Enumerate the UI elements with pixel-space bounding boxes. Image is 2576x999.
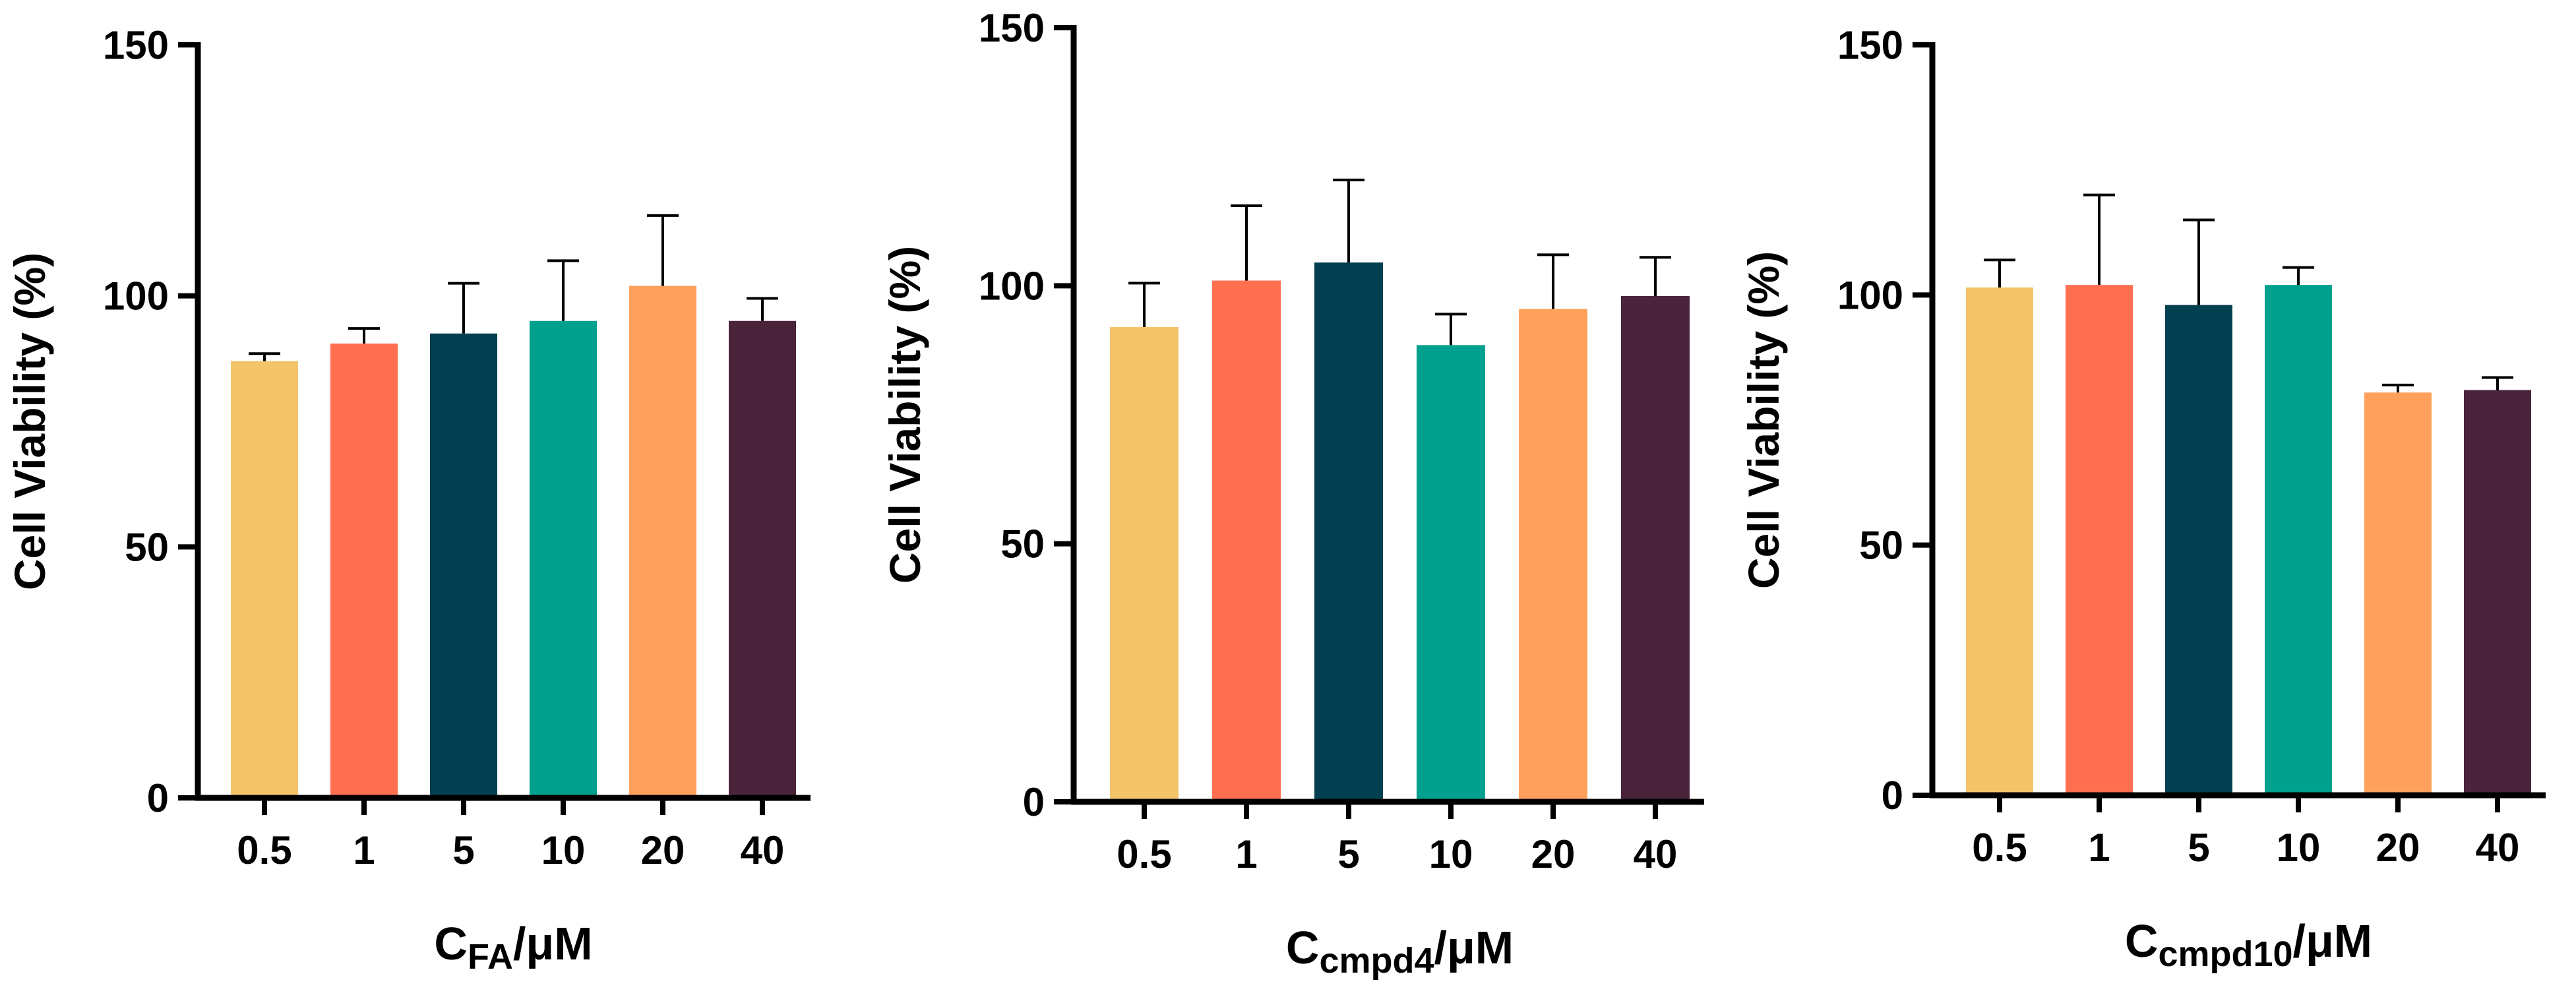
- bar: [430, 333, 497, 798]
- x-axis-title-unit: /μM: [513, 918, 593, 969]
- y-tick-label: 100: [103, 274, 169, 318]
- x-tick-label: 20: [641, 828, 685, 872]
- bar: [1212, 280, 1281, 802]
- bar: [629, 286, 696, 798]
- x-tick-label: 20: [1531, 832, 1576, 876]
- y-tick-label: 100: [1837, 273, 1903, 317]
- x-axis-title: Ccmpd4/μM: [1286, 922, 1514, 981]
- bar: [1314, 262, 1383, 802]
- bar: [2165, 305, 2232, 795]
- y-axis-title: Cell Viability (%): [5, 253, 54, 590]
- y-tick-label: 0: [1882, 773, 1903, 818]
- x-axis-title-main: C: [2125, 915, 2159, 967]
- x-axis-title-subscript: FA: [468, 937, 513, 977]
- x-axis-title-unit: /μM: [2293, 915, 2373, 967]
- x-tick-label: 20: [2376, 826, 2420, 870]
- x-axis-title-subscript: cmpd4: [1319, 941, 1434, 981]
- bar: [231, 361, 298, 798]
- y-tick-label: 50: [125, 525, 169, 569]
- x-tick-label: 10: [1429, 832, 1473, 876]
- bar: [1110, 326, 1179, 802]
- x-axis-title-main: C: [434, 918, 468, 969]
- bar: [1519, 309, 1587, 802]
- y-tick-label: 0: [1023, 780, 1045, 824]
- x-axis-title: Ccmpd10/μM: [2125, 915, 2372, 974]
- y-axis-title: Cell Viability (%): [880, 246, 929, 584]
- x-tick-label: 40: [1634, 832, 1678, 876]
- y-tick-label: 50: [1000, 522, 1045, 566]
- chart-panel-2: 0.5 1 5 10 20 40 0 50 100 150 Cell Viability (%) Cc…: [880, 6, 1704, 981]
- y-tick-label: 150: [1837, 23, 1903, 67]
- x-tick-label: 0.5: [1972, 826, 2027, 870]
- x-tick-label: 10: [541, 828, 586, 872]
- x-tick-label: 10: [2277, 826, 2321, 870]
- x-axis-title-unit: /μM: [1434, 922, 1514, 973]
- y-tick-label: 100: [979, 264, 1045, 308]
- x-tick-label: 5: [452, 828, 474, 872]
- x-tick-label: 1: [2088, 826, 2110, 870]
- bar: [2265, 285, 2332, 795]
- y-tick-label: 150: [103, 23, 169, 67]
- chart-panel-1: 0.5 1 5 10 20 40 0 50 100 150 Cell Viability (%) CF…: [5, 23, 811, 977]
- y-axis-title: Cell Viability (%): [1739, 251, 1788, 589]
- bar: [2364, 392, 2432, 795]
- x-tick-label: 0.5: [1117, 832, 1171, 876]
- x-tick-label: 0.5: [237, 828, 291, 872]
- y-tick-label: 0: [147, 776, 169, 820]
- bar: [1417, 345, 1485, 802]
- x-tick-label: 5: [1337, 832, 1359, 876]
- chart-panel-3: 0.5 1 5 10 20 40 0 50 100 150 Cell Viability (%) Cc…: [1739, 23, 2546, 974]
- bar: [330, 343, 398, 798]
- x-tick-label: 40: [741, 828, 785, 872]
- y-tick-label: 50: [1859, 524, 1903, 568]
- x-axis-title: CFA/μM: [434, 918, 592, 977]
- x-tick-label: 1: [353, 828, 375, 872]
- bar: [1966, 287, 2033, 795]
- x-tick-label: 5: [2188, 826, 2209, 870]
- bar: [1621, 295, 1690, 802]
- y-tick-label: 150: [979, 6, 1045, 50]
- bar: [2464, 390, 2531, 795]
- x-tick-label: 1: [1235, 832, 1257, 876]
- x-axis-title-main: C: [1286, 922, 1320, 973]
- bar: [729, 320, 796, 798]
- bar: [2066, 285, 2133, 795]
- x-axis-title-subscript: cmpd10: [2158, 934, 2292, 974]
- x-tick-label: 40: [2476, 826, 2520, 870]
- bar: [530, 320, 597, 798]
